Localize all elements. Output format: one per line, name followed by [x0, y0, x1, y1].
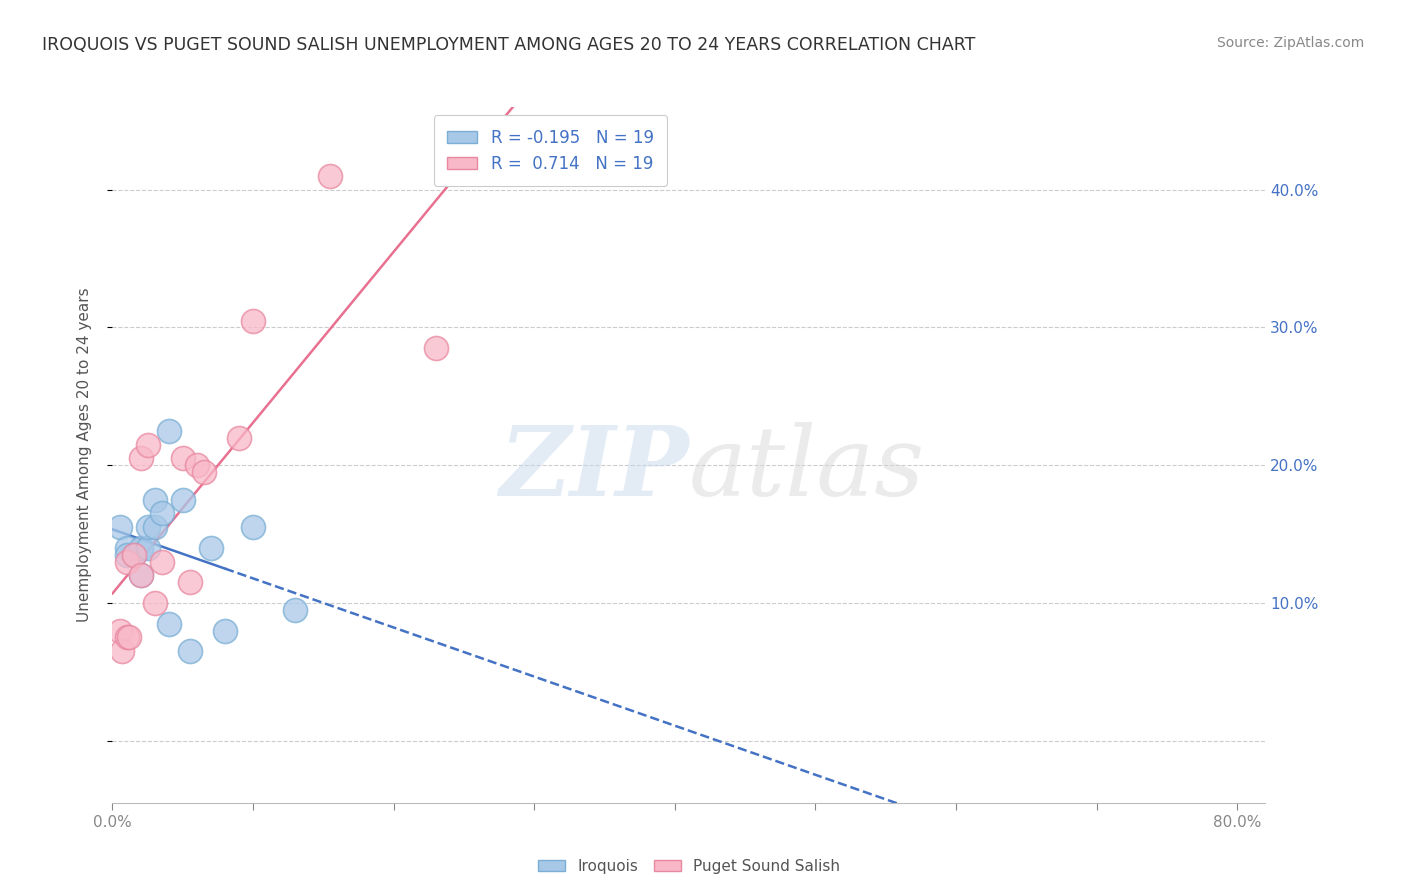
Point [284, 603, 307, 617]
Point [186, 458, 208, 473]
Point [214, 624, 236, 638]
Point [143, 492, 166, 507]
Point [129, 451, 152, 466]
Text: atlas: atlas [689, 422, 925, 516]
Point [129, 541, 152, 555]
Point [115, 631, 138, 645]
Point [179, 644, 201, 658]
Text: IROQUOIS VS PUGET SOUND SALISH UNEMPLOYMENT AMONG AGES 20 TO 24 YEARS CORRELATIO: IROQUOIS VS PUGET SOUND SALISH UNEMPLOYM… [42, 36, 976, 54]
Point [172, 492, 194, 507]
Point [122, 548, 145, 562]
Text: Source: ZipAtlas.com: Source: ZipAtlas.com [1216, 36, 1364, 50]
Point [143, 596, 166, 610]
Point [228, 431, 250, 445]
Point [179, 575, 201, 590]
Y-axis label: Unemployment Among Ages 20 to 24 years: Unemployment Among Ages 20 to 24 years [77, 287, 91, 623]
Point [136, 437, 159, 451]
Point [172, 451, 194, 466]
Point [129, 568, 152, 582]
Point [122, 548, 145, 562]
Point [425, 341, 447, 355]
Point [143, 520, 166, 534]
Point [118, 631, 141, 645]
Point [242, 520, 264, 534]
Point [157, 424, 180, 438]
Legend: Iroquois, Puget Sound Salish: Iroquois, Puget Sound Salish [531, 853, 846, 880]
Point [157, 616, 180, 631]
Point [200, 541, 222, 555]
Point [136, 541, 159, 555]
Point [136, 520, 159, 534]
Point [242, 313, 264, 327]
Point [108, 520, 131, 534]
Point [150, 507, 173, 521]
Text: ZIP: ZIP [499, 422, 689, 516]
Point [150, 555, 173, 569]
Point [115, 555, 138, 569]
Point [129, 568, 152, 582]
Point [108, 624, 131, 638]
Point [115, 541, 138, 555]
Point [193, 465, 215, 479]
Legend: R = -0.195   N = 19, R =  0.714   N = 19: R = -0.195 N = 19, R = 0.714 N = 19 [434, 115, 666, 186]
Point [115, 548, 138, 562]
Point [319, 169, 342, 183]
Point [111, 644, 134, 658]
